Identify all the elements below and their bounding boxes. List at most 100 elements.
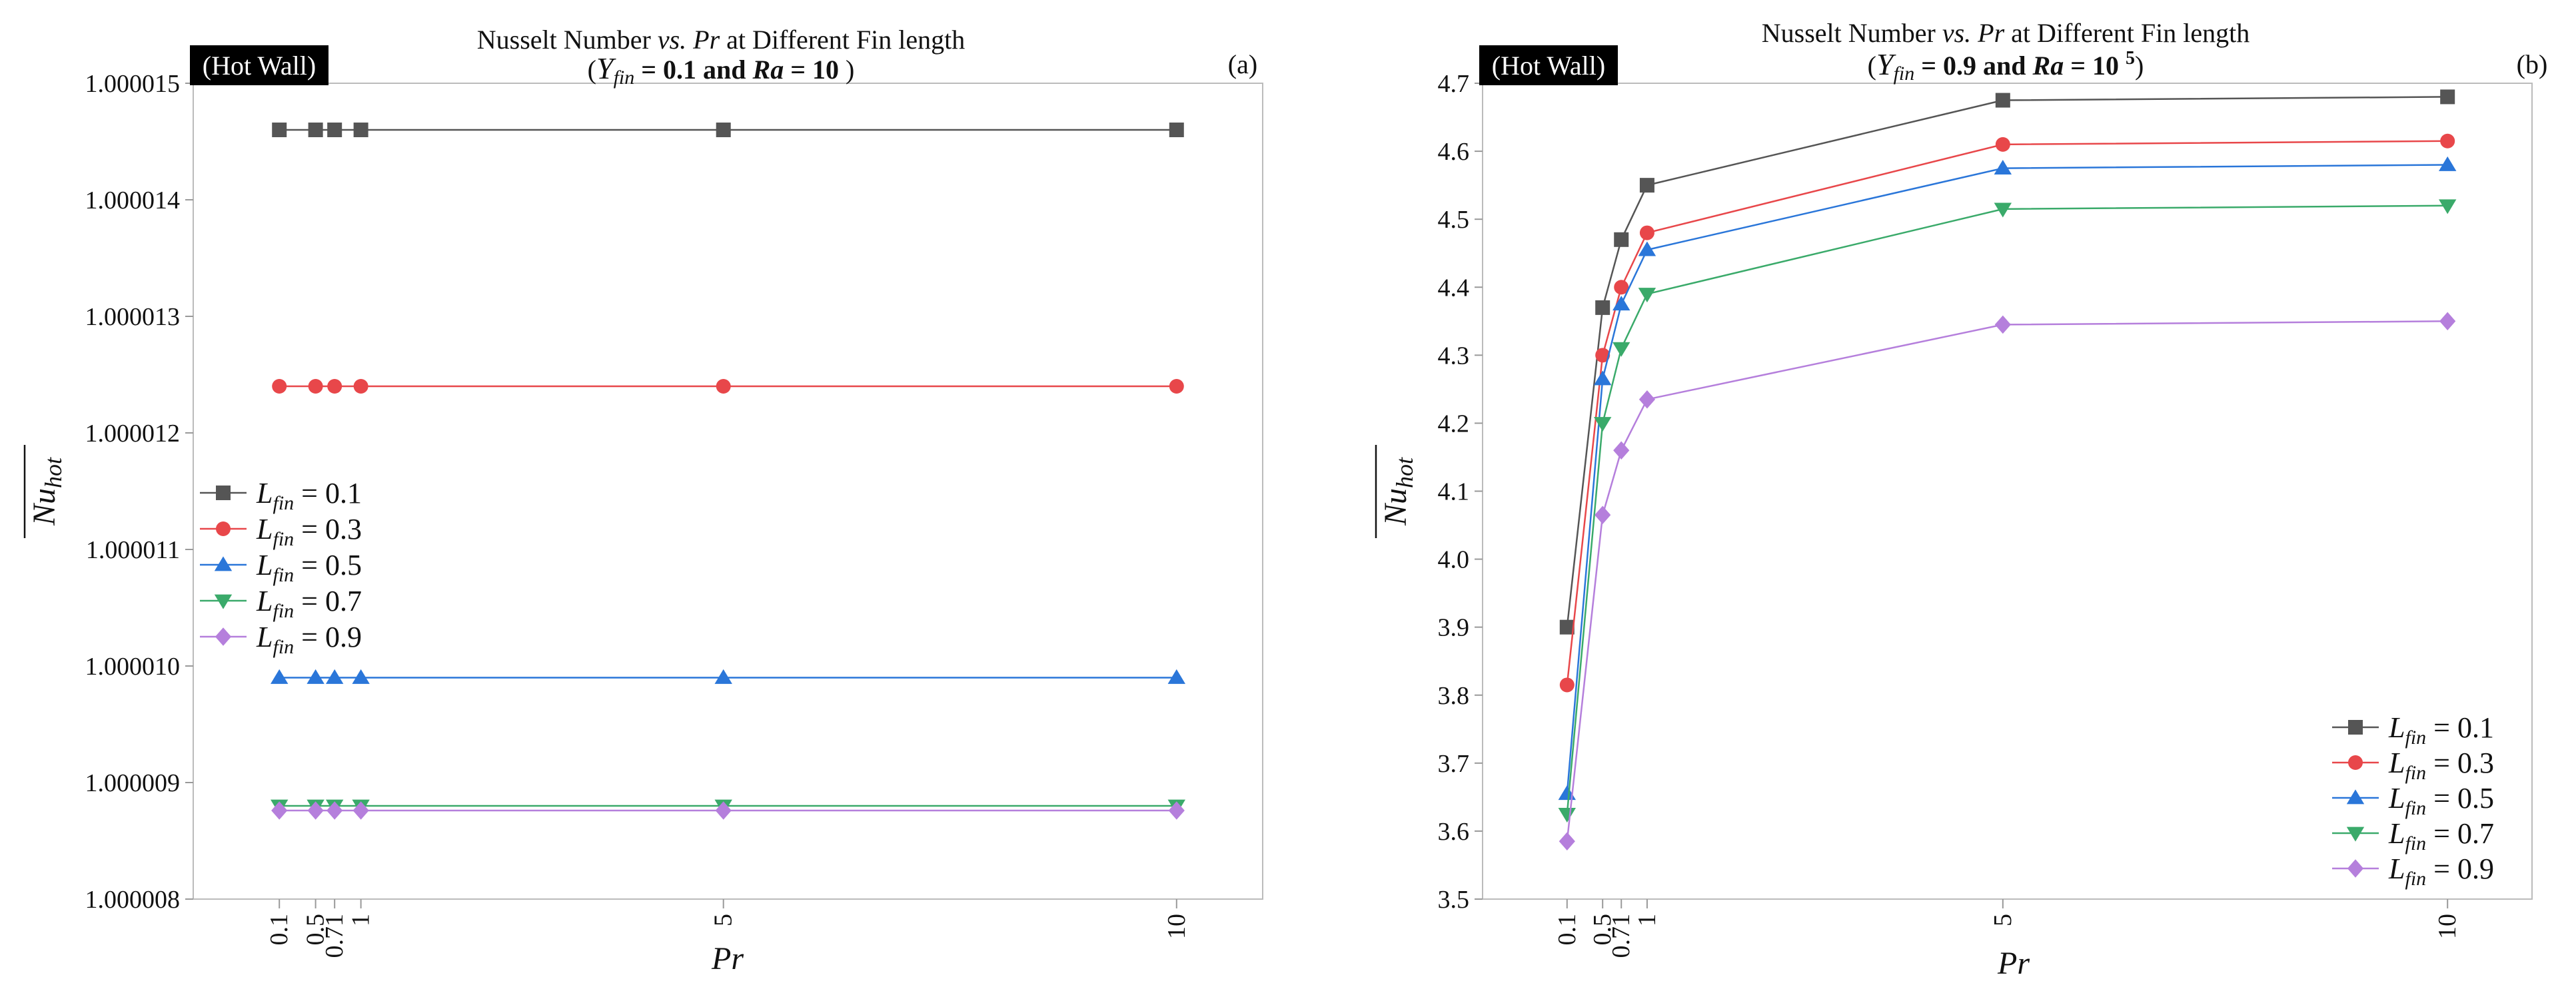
x-tick-label: 5 [710, 914, 738, 926]
legend-label: Lfin = 0.1 [256, 477, 362, 514]
data-point [1638, 390, 1656, 409]
y-tick-label: 4.4 [1438, 274, 1470, 302]
hot-wall-badge-bg-b [1479, 45, 1618, 85]
legend-marker [2346, 789, 2365, 805]
legend-marker [216, 486, 231, 500]
data-point [1614, 280, 1629, 295]
legend-label: Lfin = 0.9 [2388, 852, 2494, 890]
legend-marker [2348, 755, 2363, 770]
data-point [272, 123, 287, 137]
legend-marker [2347, 859, 2364, 878]
hot-wall-badge: (Hot Wall) [203, 51, 316, 81]
hot-wall-badge-b: (Hot Wall) [1492, 51, 1605, 81]
data-point [1994, 159, 2012, 174]
data-point [1559, 619, 1575, 635]
data-point [716, 379, 731, 394]
y-axis-label-b: Nuhot [1375, 445, 1418, 538]
data-point [271, 669, 289, 684]
data-point [1593, 417, 1612, 432]
data-point [1994, 202, 2012, 218]
series-line-3 [1566, 164, 2448, 794]
x-tick-label: 0.1 [265, 914, 293, 946]
x-axis-a: 0.1 0.50.711 5 10 [265, 899, 1191, 958]
legend-label: Lfin = 0.3 [256, 513, 362, 550]
y-tick-label: 4.2 [1438, 410, 1470, 438]
legend-label: Lfin = 0.9 [256, 621, 362, 658]
x-tick-label: 10 [1163, 914, 1191, 939]
y-tick-label: 3.7 [1438, 750, 1470, 778]
data-point [716, 123, 731, 137]
data-point [1595, 505, 1611, 524]
chart-panel-b: 3.53.63.73.83.94.04.14.24.34.44.54.64.7 … [1375, 18, 2548, 981]
data-point [2438, 156, 2457, 171]
chart-subtitle-a: (Yfin = 0.1 and Ra = 10 ) [588, 51, 855, 89]
data-point [327, 379, 342, 394]
y-tick-label: 1.000012 [85, 420, 181, 448]
chart-title-a: Nusselt Number vs. Pr at Different Fin l… [477, 25, 965, 55]
data-point [1612, 342, 1630, 357]
legend-marker [215, 627, 232, 646]
data-point [1169, 379, 1184, 394]
x-tick-label: 0.1 [1553, 914, 1581, 946]
data-point [1612, 296, 1630, 311]
legend-marker [216, 521, 231, 536]
chart-panel-a: 1.000008 1.000009 1.000010 1.000011 1.000012… [23, 25, 1263, 976]
data-point [1995, 137, 2010, 152]
data-point [2439, 312, 2456, 331]
y-tick-label: 1.000013 [85, 303, 181, 331]
y-tick-label: 4.6 [1438, 138, 1470, 166]
legend-label: Lfin = 0.5 [256, 549, 362, 586]
series-line-4 [1566, 204, 2448, 815]
x-axis-label-b: Pr [1997, 946, 2030, 981]
y-tick-label: 4.3 [1438, 342, 1470, 370]
plot-area-a [193, 83, 1263, 900]
y-tick-label: 3.9 [1438, 614, 1470, 642]
data-point [1559, 677, 1575, 693]
data-point [1595, 348, 1610, 363]
y-axis-a: 1.000008 1.000009 1.000010 1.000011 1.000012… [85, 70, 193, 914]
data-point [307, 801, 324, 820]
hot-wall-badge-bg [190, 45, 328, 85]
data-point [352, 801, 369, 820]
svg-text:Nuhot: Nuhot [1378, 457, 1418, 526]
data-point [307, 669, 324, 684]
series-group-b [1558, 89, 2457, 850]
data-point [1638, 241, 1656, 256]
series-line-5 [1566, 320, 2448, 842]
legend-marker [2348, 720, 2363, 735]
y-tick-label: 1.000014 [85, 186, 181, 214]
panel-label-b: (b) [2517, 49, 2548, 79]
y-tick-label: 4.5 [1438, 206, 1470, 234]
data-point [326, 801, 343, 820]
data-point [1639, 178, 1654, 193]
data-point [2438, 199, 2457, 214]
legend-label: Lfin = 0.7 [2388, 817, 2494, 854]
y-tick-label: 3.6 [1438, 818, 1470, 846]
data-point [714, 669, 732, 684]
legend-marker [2346, 827, 2365, 842]
chart-title-b: Nusselt Number vs. Pr at Different Fin l… [1762, 18, 2250, 48]
data-point [1167, 669, 1185, 684]
y-tick-label: 4.7 [1438, 70, 1470, 98]
y-tick-label: 1.000010 [85, 653, 181, 681]
data-point [1595, 300, 1610, 315]
legend-marker [214, 556, 233, 571]
x-tick-label: 0.71 [1607, 914, 1635, 958]
legend-label: Lfin = 0.5 [2388, 782, 2494, 819]
data-point [2440, 133, 2455, 149]
panel-label-a: (a) [1228, 49, 1257, 79]
data-point [325, 669, 344, 684]
data-point [1614, 232, 1629, 247]
series-line-1 [1566, 96, 2448, 627]
data-point [1169, 123, 1184, 137]
y-tick-label: 1.000008 [85, 886, 181, 914]
data-point [353, 379, 368, 394]
x-tick-label: 10 [2433, 914, 2461, 939]
data-point [1638, 288, 1656, 303]
chart-subtitle-b: (Yfin = 0.9 and Ra = 10 5) [1868, 47, 2144, 85]
x-axis-b: 0.1 0.50.711 5 10 [1553, 899, 2461, 958]
data-point [1995, 93, 2010, 108]
data-point [1613, 441, 1630, 460]
